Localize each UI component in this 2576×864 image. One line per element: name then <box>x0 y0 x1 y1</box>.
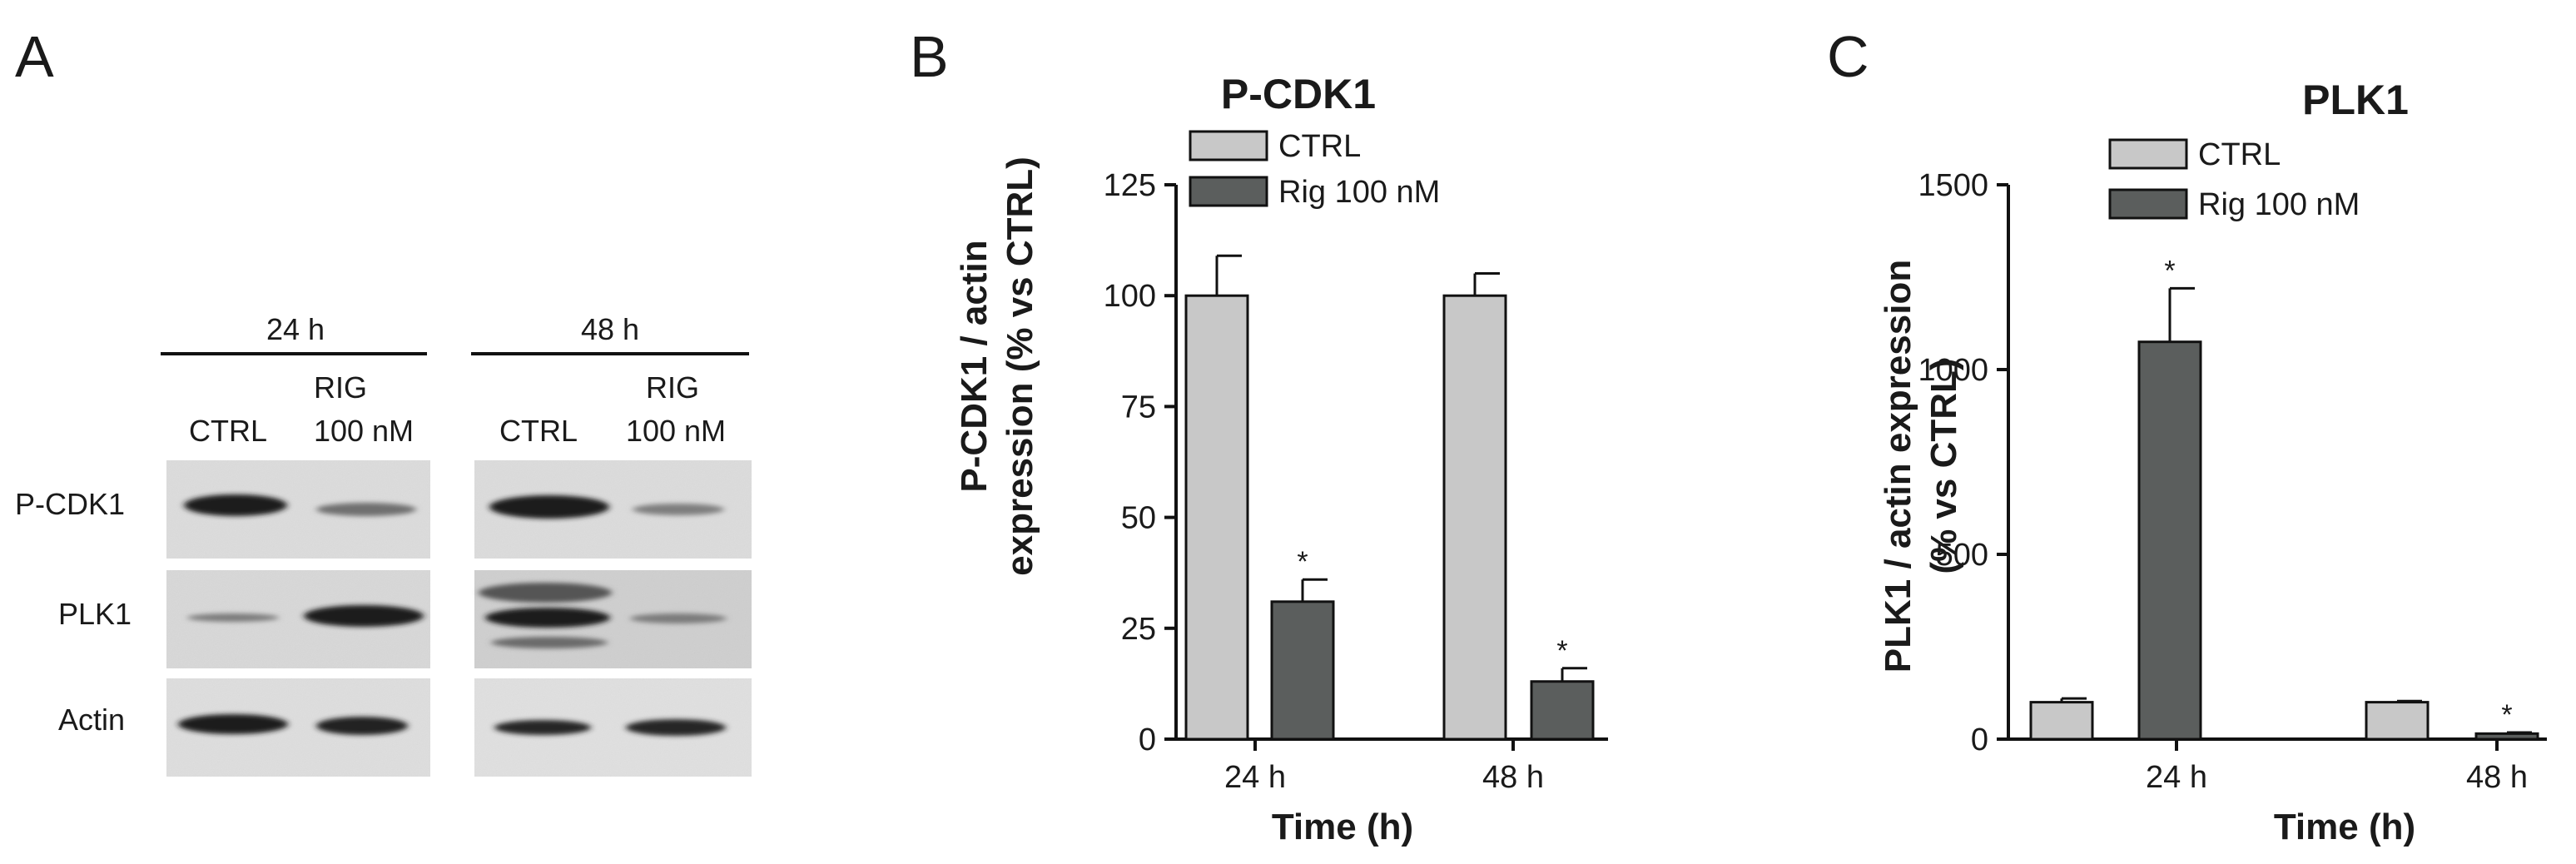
chart-c-ylabel-line1: PLK1 / actin expression <box>1878 260 1918 673</box>
chart-b-ytick-label: 75 <box>1121 390 1156 425</box>
band-24h-rig-actin <box>316 717 408 735</box>
chart-b-ylabel-line1: P-CDK1 / actin <box>954 240 995 492</box>
blot-24h <box>166 460 430 777</box>
group-label-48h: 48 h <box>581 312 639 346</box>
band-24h-rig-pcdk1 <box>316 503 416 516</box>
chart-c-bar <box>2029 701 2094 741</box>
row-label-pcdk1: P-CDK1 <box>15 487 125 521</box>
chart-b-title: P-CDK1 <box>1221 71 1376 117</box>
chart-b-xtick-label: 48 h <box>1482 760 1544 795</box>
band-48h-ctrl-plk1 <box>485 608 610 628</box>
chart-c-xtick-label: 24 h <box>2146 760 2207 795</box>
chart-b-ylabel-line2: expression (% vs CTRL) <box>1000 156 1040 576</box>
band-48h-ctrl-pcdk1 <box>489 495 609 519</box>
band-48h-ctrl-plk1-lower <box>491 637 608 648</box>
chart-c-legend-swatch <box>2108 188 2188 220</box>
chart-b-significance-mark: * <box>1297 546 1308 578</box>
chart-b-ytick-label: 50 <box>1121 501 1156 536</box>
chart-c-ytick-label: 0 <box>1971 722 1988 757</box>
chart-b-xtick-label: 24 h <box>1224 760 1286 795</box>
chart-b-bar <box>1442 294 1507 741</box>
chart-b-legend-swatch <box>1189 176 1268 207</box>
chart-c-ylabel-line2: (% vs CTRL) <box>1923 358 1964 574</box>
chart-c-significance-mark: * <box>2164 255 2175 286</box>
panel-c-chart: C PLK1 PLK1 / actin expression (% vs CTR… <box>1827 24 2547 847</box>
chart-b-bar <box>1270 600 1335 741</box>
lane-label-24h-ctrl: CTRL <box>189 414 267 448</box>
row-label-actin: Actin <box>58 703 125 737</box>
panel-c-letter: C <box>1827 24 1869 89</box>
band-48h-ctrl-plk1-smear <box>479 583 612 603</box>
chart-b-xlabel: Time (h) <box>1272 807 1413 847</box>
chart-b-bar <box>1184 294 1249 741</box>
panel-a-letter: A <box>15 24 54 89</box>
band-48h-rig-plk1 <box>630 613 727 623</box>
chart-c-xlabel: Time (h) <box>2274 807 2415 847</box>
chart-c-title: PLK1 <box>2302 77 2409 123</box>
chart-c-ytick-label: 1500 <box>1918 168 1988 203</box>
chart-b-ytick-label: 100 <box>1104 279 1156 314</box>
band-24h-rig-plk1 <box>304 605 424 627</box>
lane-label-24h-rig-line2: 100 nM <box>314 414 414 448</box>
chart-b-significance-mark: * <box>1556 635 1567 667</box>
group-label-24h: 24 h <box>266 312 325 346</box>
chart-c-ytick-label: 1000 <box>1918 353 1988 388</box>
panel-b-letter: B <box>910 24 949 89</box>
lane-label-48h-ctrl: CTRL <box>499 414 578 448</box>
chart-c-bar <box>2137 340 2202 741</box>
band-48h-rig-pcdk1 <box>633 504 724 515</box>
blot-48h <box>474 460 752 777</box>
band-24h-ctrl-plk1 <box>187 613 279 622</box>
panel-a-western-blot: A 24 h 48 h CTRL RIG 100 nM CTRL RIG 100… <box>15 24 752 777</box>
chart-b-legend-label: CTRL <box>1278 129 1361 164</box>
chart-c-bar <box>2474 732 2539 741</box>
chart-b-ytick-label: 125 <box>1104 168 1156 203</box>
chart-b-plot-area: 0 25 50 75 100 125 24 h 48 h * * CTRL Rig 100 nM <box>1104 129 1608 795</box>
chart-c-xtick-label: 48 h <box>2466 760 2528 795</box>
chart-b-ytick-label: 25 <box>1121 612 1156 647</box>
chart-c-legend-label: Rig 100 nM <box>2198 187 2360 222</box>
chart-c-legend-label: CTRL <box>2198 137 2281 172</box>
lane-label-48h-rig-line2: 100 nM <box>626 414 726 448</box>
chart-c-ytick-label: 500 <box>1936 538 1988 573</box>
chart-b-legend-label: Rig 100 nM <box>1278 175 1440 210</box>
chart-b-legend-swatch <box>1189 130 1268 161</box>
chart-c-plot-area: 0 500 1000 1500 24 h 48 h * * CTRL Rig 100 nM <box>1918 137 2547 795</box>
chart-c-significance-mark: * <box>2501 699 2512 731</box>
row-label-plk1: PLK1 <box>58 597 132 631</box>
band-48h-rig-actin <box>626 719 726 736</box>
chart-b-ytick-label: 0 <box>1139 722 1156 757</box>
chart-c-legend-swatch <box>2108 138 2188 170</box>
lane-label-48h-rig-line1: RIG <box>646 370 699 405</box>
chart-b-bar <box>1530 680 1595 741</box>
band-24h-ctrl-actin <box>178 714 288 734</box>
chart-c-bar <box>2365 701 2430 741</box>
band-24h-ctrl-pcdk1 <box>184 494 287 516</box>
lane-label-24h-rig-line1: RIG <box>314 370 367 405</box>
band-48h-ctrl-actin <box>494 720 591 735</box>
panel-b-chart: B P-CDK1 P-CDK1 / actin expression (% vs… <box>910 24 1608 847</box>
